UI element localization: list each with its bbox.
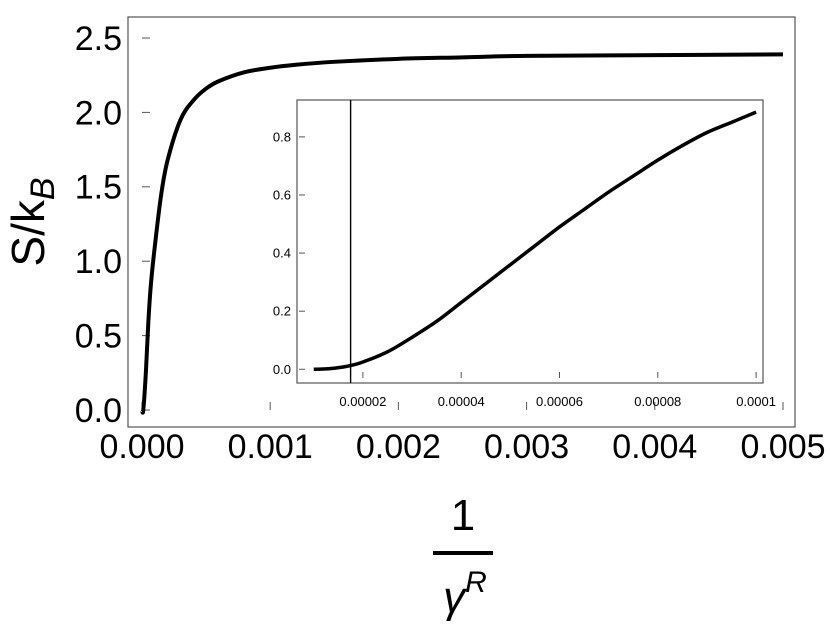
main-ticks: 0.000 0.001 0.002 0.003 0.004 0.005 0.0 0.5 1.0 1… (75, 20, 826, 466)
main-y-tick-label: 0.0 (75, 392, 122, 430)
main-y-axis-label: S/kB (2, 177, 62, 266)
main-x-tick-label: 0.002 (356, 428, 441, 466)
inset-series-line (313, 110, 757, 372)
inset-x-tick-label: 0.00006 (536, 394, 583, 409)
main-y-tick-label: 2.0 (75, 94, 122, 132)
inset-y-tick-label: 0.8 (273, 129, 291, 144)
main-y-tick-label: 0.5 (75, 318, 122, 356)
main-series-line (140, 52, 784, 415)
main-x-tick-label: 0.000 (99, 428, 184, 466)
main-plot-frame (127, 16, 796, 428)
inset-x-tick-label: 0.00008 (634, 394, 681, 409)
main-x-tick-label: 0.004 (612, 428, 697, 466)
main-x-tick-label: 0.001 (228, 428, 313, 466)
main-x-tick-label: 0.005 (740, 428, 825, 466)
main-y-tick-label: 1.5 (75, 169, 122, 207)
inset-x-tick-label: 0.00004 (438, 394, 485, 409)
main-x-tick-label: 0.003 (484, 428, 569, 466)
inset-ticks: 0.00002 0.00004 0.00006 0.00008 0.0001 0.0 0.2… (273, 129, 776, 409)
inset-x-tick-label: 0.00002 (339, 394, 386, 409)
main-y-tick-label: 2.5 (75, 20, 122, 58)
inset-x-tick-label: 0.0001 (736, 394, 776, 409)
inset-plot-frame (296, 99, 764, 384)
x-axis-label-numerator: 1 (451, 491, 475, 540)
inset-y-tick-label: 0.0 (273, 362, 291, 377)
inset-y-tick-label: 0.6 (273, 188, 291, 203)
inset-y-tick-label: 0.2 (273, 304, 291, 319)
inset-series (313, 110, 757, 372)
inset-background (297, 100, 763, 383)
inset-y-tick-label: 0.4 (273, 246, 291, 261)
main-series (140, 52, 784, 415)
main-y-tick-label: 1.0 (75, 243, 122, 281)
x-axis-label-denominator: γR (443, 566, 487, 622)
